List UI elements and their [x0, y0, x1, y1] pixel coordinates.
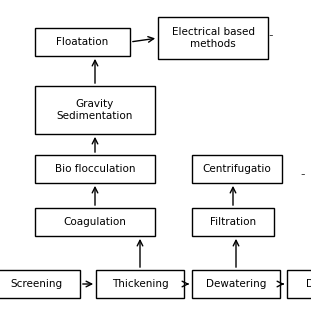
Text: Gravity
Sedimentation: Gravity Sedimentation — [57, 99, 133, 121]
Text: -: - — [269, 30, 273, 43]
Text: Bio flocculation: Bio flocculation — [55, 164, 135, 174]
Text: Dryi: Dryi — [306, 279, 311, 289]
Bar — [35, 28, 130, 56]
Bar — [287, 270, 311, 298]
Text: -: - — [301, 169, 305, 182]
Bar — [158, 17, 268, 59]
Text: Floatation: Floatation — [56, 37, 109, 47]
Bar — [192, 270, 280, 298]
Text: Filtration: Filtration — [210, 217, 256, 227]
Text: Screening: Screening — [10, 279, 62, 289]
Text: Dewatering: Dewatering — [206, 279, 266, 289]
Text: Centrifugatio: Centrifugatio — [203, 164, 272, 174]
Text: Coagulation: Coagulation — [63, 217, 127, 227]
Bar — [35, 208, 155, 236]
Bar — [192, 208, 274, 236]
Bar — [0, 270, 80, 298]
Bar — [192, 155, 282, 183]
Bar — [96, 270, 184, 298]
Bar — [35, 86, 155, 134]
Text: Thickening: Thickening — [112, 279, 168, 289]
Bar — [35, 155, 155, 183]
Text: Electrical based
methods: Electrical based methods — [171, 27, 254, 49]
